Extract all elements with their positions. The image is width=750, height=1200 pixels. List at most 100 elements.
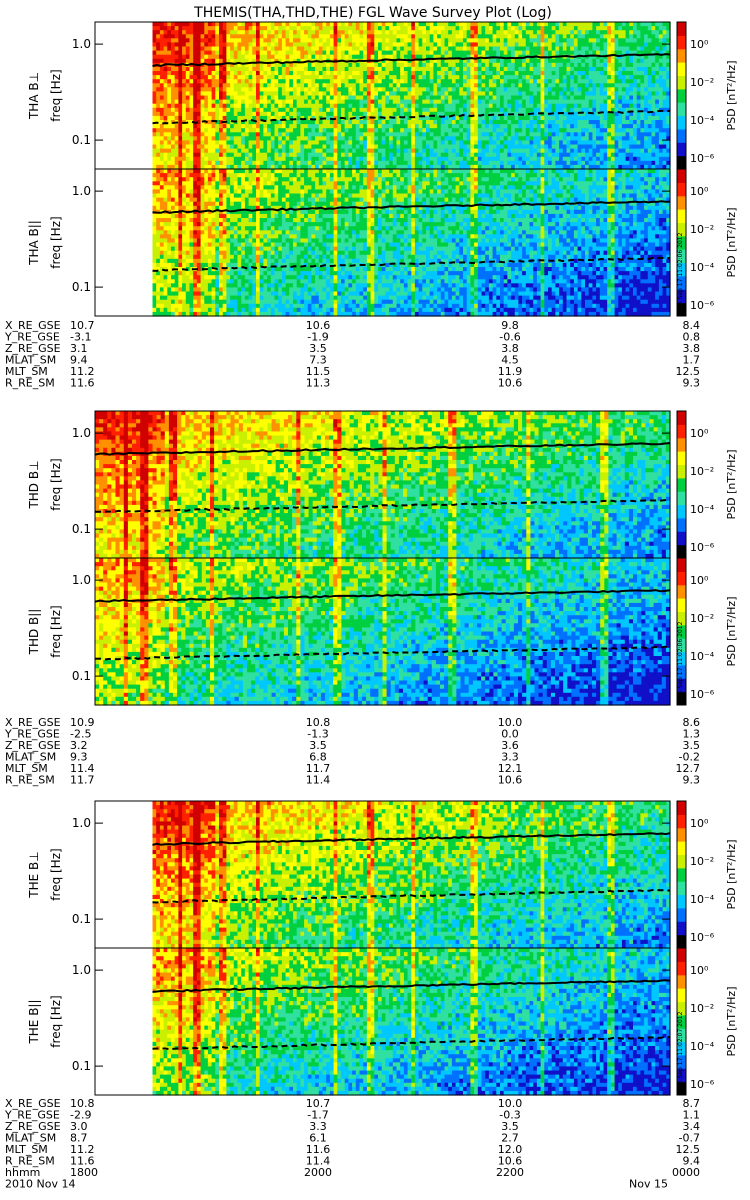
ephemeris-value: 9.3	[683, 774, 701, 787]
colorbar-segment	[677, 182, 686, 196]
panel-ylabel: THA B||	[27, 220, 41, 266]
colorbar-segment	[677, 585, 686, 599]
colorbar-label: PSD [nT²/Hz]	[725, 449, 738, 519]
colorbar-segment	[677, 921, 686, 935]
colorbar-tick-label: 10⁻²	[690, 76, 714, 89]
colorbar-segment	[677, 169, 686, 183]
spectrogram-cells	[153, 22, 671, 170]
panel-yunit: freq [Hz]	[49, 848, 63, 900]
colorbar-segment	[677, 116, 686, 130]
colorbar-segment	[677, 545, 686, 559]
colorbar-segment	[677, 196, 686, 210]
ephemeris-row-label: R_RE_SM	[5, 377, 55, 390]
date-label-end: Nov 15	[629, 1178, 668, 1191]
colorbar-tick-label: 10⁰	[690, 817, 709, 830]
panel-ylabel: THE B⊥	[27, 851, 41, 898]
timestamp-stamp: Mon Sep 17 11:02:07 2012	[677, 1011, 684, 1093]
colorbar-tick-label: 10⁰	[690, 964, 709, 977]
spectrogram-cells	[153, 169, 671, 317]
colorbar-tick-label: 10⁻²	[690, 465, 714, 478]
colorbar-segment	[677, 465, 686, 479]
panel-ylabel: THE B||	[27, 999, 41, 1044]
colorbar-tick-label: 10⁻⁴	[690, 261, 715, 274]
colorbar-tick-label: 10⁻⁶	[690, 1078, 715, 1091]
colorbar-segment	[677, 948, 686, 962]
colorbar-label: PSD [nT²/Hz]	[725, 839, 738, 909]
colorbar-segment	[677, 518, 686, 532]
colorbar-tick-label: 10⁻²	[690, 855, 714, 868]
colorbar-tick-label: 10⁰	[690, 574, 709, 587]
panel-yunit: freq [Hz]	[49, 995, 63, 1047]
colorbar-segment	[677, 22, 686, 36]
colorbar-label: PSD [nT²/Hz]	[725, 986, 738, 1056]
colorbar-segment	[677, 62, 686, 76]
timestamp-stamp: Mon Sep 17 11:02:06 2012	[677, 621, 684, 703]
colorbar-segment	[677, 801, 686, 815]
panel-yunit: freq [Hz]	[49, 458, 63, 510]
y-tick-label: 1.0	[72, 816, 91, 830]
colorbar-tick-label: 10⁰	[690, 185, 709, 198]
colorbar-segment	[677, 129, 686, 143]
colorbar-tick-label: 10⁰	[690, 38, 709, 51]
colorbar-segment	[677, 49, 686, 63]
y-tick-label: 1.0	[72, 963, 91, 977]
ephemeris-value: 11.3	[306, 377, 331, 390]
colorbar-segment	[677, 411, 686, 425]
colorbar: 10⁰ 10⁻² 10⁻⁴ 10⁻⁶ PSD [nT²/Hz]	[677, 801, 738, 949]
ephemeris-row-label: R_RE_SM	[5, 774, 55, 787]
ephemeris-value: 10.6	[498, 377, 523, 390]
colorbar-segment	[677, 491, 686, 505]
ephemeris-table: X_RE_GSE 10.8 10.7 10.0 8.7Y_RE_GSE -2.9 -1.7-…	[4, 1097, 700, 1191]
y-tick-label: 1.0	[72, 573, 91, 587]
colorbar-segment	[677, 531, 686, 545]
colorbar-tick-label: 10⁻⁶	[690, 299, 715, 312]
ephemeris-value: 11.6	[70, 377, 95, 390]
colorbar-segment	[677, 89, 686, 103]
colorbar-segment	[677, 35, 686, 49]
colorbar-tick-label: 10⁻⁴	[690, 503, 715, 516]
ephemeris-value: 11.4	[306, 774, 331, 787]
colorbar-tick-label: 10⁻⁴	[690, 650, 715, 663]
spectrogram-panel: 1.0 0.1 THE B⊥ freq [Hz] 10⁰ 10⁻² 10⁻⁴ 10⁻⁶ PSD …	[27, 801, 738, 949]
colorbar-tick-label: 10⁻⁶	[690, 541, 715, 554]
y-tick-label: 0.1	[72, 522, 91, 536]
panel-yunit: freq [Hz]	[49, 216, 63, 268]
colorbar-segment	[677, 841, 686, 855]
colorbar-segment	[677, 868, 686, 882]
colorbar-tick-label: 10⁻²	[690, 1002, 714, 1015]
colorbar-segment	[677, 908, 686, 922]
ephemeris-table: X_RE_GSE 10.7 10.6 9.8 8.4Y_RE_GSE -3.1 -1.9 -0…	[4, 319, 700, 390]
colorbar-segment	[677, 571, 686, 585]
colorbar-segment	[677, 209, 686, 223]
colorbar-tick-label: 10⁻⁶	[690, 931, 715, 944]
colorbar-tick-label: 10⁻²	[690, 612, 714, 625]
y-tick-label: 0.1	[72, 133, 91, 147]
colorbar-segment	[677, 156, 686, 170]
colorbar-segment	[677, 828, 686, 842]
colorbar-tick-label: 10⁻⁴	[690, 893, 715, 906]
y-tick-label: 0.1	[72, 912, 91, 926]
y-tick-label: 1.0	[72, 426, 91, 440]
colorbar-segment	[677, 961, 686, 975]
colorbar-segment	[677, 142, 686, 156]
y-tick-label: 0.1	[72, 669, 91, 683]
y-tick-label: 0.1	[72, 280, 91, 294]
colorbar-tick-label: 10⁻⁶	[690, 688, 715, 701]
ephemeris-value: 2000	[304, 1166, 332, 1179]
colorbar-segment	[677, 478, 686, 492]
colorbar-segment	[677, 855, 686, 869]
colorbar-segment	[677, 438, 686, 452]
date-label-start: 2010 Nov 14	[5, 1178, 75, 1191]
ephemeris-value: 11.7	[70, 774, 95, 787]
panel-ylabel: THD B||	[27, 609, 41, 656]
panel-ylabel: THA B⊥	[27, 72, 41, 120]
y-tick-label: 0.1	[72, 1059, 91, 1073]
panel-yunit: freq [Hz]	[49, 69, 63, 121]
ephemeris-value: 0000	[672, 1166, 700, 1179]
